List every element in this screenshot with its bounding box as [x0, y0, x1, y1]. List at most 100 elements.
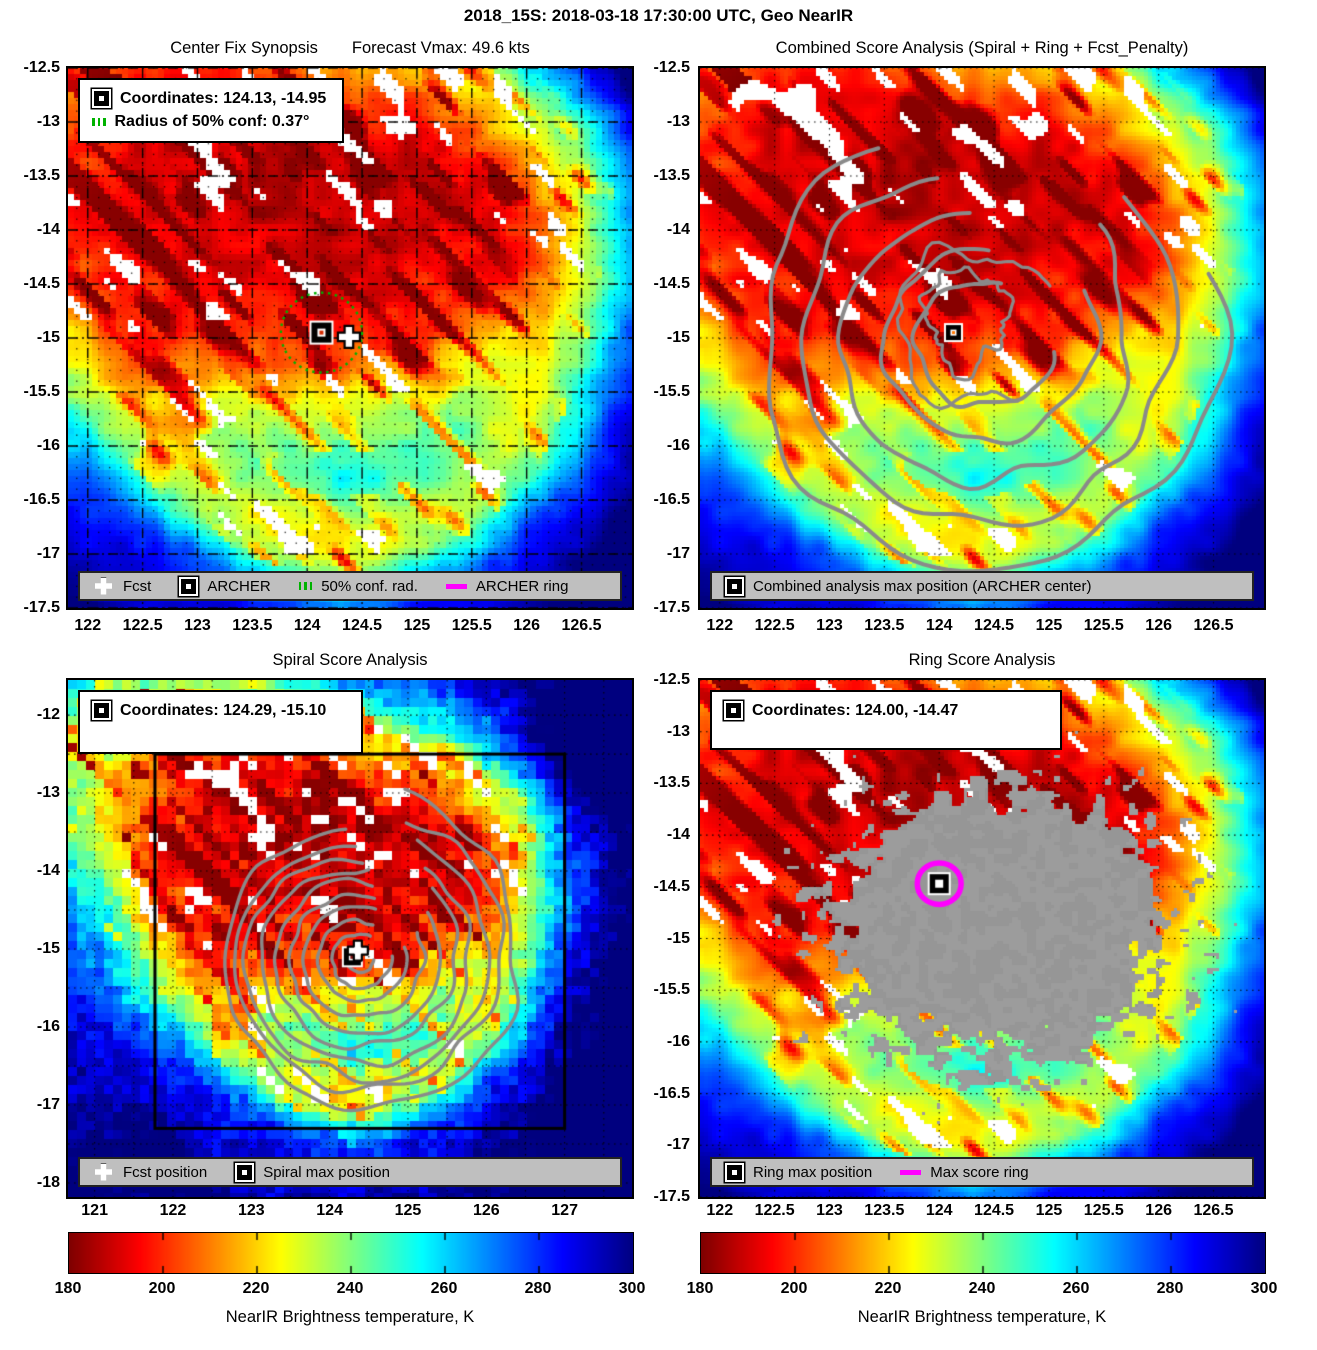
figure-title: 2018_15S: 2018-03-18 17:30:00 UTC, Geo N… — [463, 6, 854, 25]
x-tick-label: 125.5 — [1083, 1202, 1124, 1219]
x-tick-label: 125 — [1035, 617, 1063, 634]
ring-title-text: Ring Score Analysis — [908, 651, 1056, 669]
x-tick-label: 122 — [706, 1202, 734, 1219]
spiral-score-map — [66, 678, 634, 1199]
legend-label: ARCHER ring — [475, 577, 569, 595]
y-tick-label: -17.5 — [653, 1188, 690, 1205]
legend-item: Radius of 50% conf: 0.37° — [92, 113, 326, 131]
y-tick-label: -13 — [36, 784, 60, 802]
combined-score-map — [698, 66, 1266, 610]
y-tick-label: -14.5 — [23, 275, 60, 292]
x-tick-label: 123 — [816, 1202, 843, 1219]
legend-item: ARCHER ring — [445, 577, 569, 595]
center-fix-y-axis: -12.5 -13 -13.5 -14 -14.5 -15 -15.5 -16 -16.5 -17… — [4, 59, 62, 616]
y-tick-label: -16 — [666, 1032, 690, 1050]
legend-label: Fcst position — [123, 1163, 208, 1181]
spiral-y-axis: -12 -13 -14 -15 -16 -17 -18 — [4, 680, 62, 1197]
legend-item: Coordinates: 124.13, -14.95 — [92, 89, 326, 108]
x-tick-label: 123.5 — [864, 617, 905, 634]
legend-label: Combined analysis max position (ARCHER c… — [753, 577, 1092, 595]
legend-item: Ring max position — [725, 1162, 872, 1182]
legend-label: Coordinates: 124.29, -15.10 — [120, 701, 327, 719]
y-tick-label: -17 — [36, 545, 60, 562]
y-tick-label: -15.5 — [653, 981, 690, 999]
center-fix-legend-bar: Fcst ARCHER 50% conf. rad. ARCHER ring — [78, 571, 622, 601]
colorbar-tick-label: 280 — [1156, 1280, 1184, 1297]
cross-marker-icon — [93, 1162, 114, 1183]
ring-x-axis: 122 122.5 123 123.5 124 124.5 125 125.5 126 126.5 — [700, 1202, 1264, 1224]
legend-label: Fcst — [123, 577, 152, 595]
x-tick-label: 126.5 — [1193, 1202, 1234, 1219]
y-tick-label: -14.5 — [653, 877, 690, 895]
colorbar-tick-label: 200 — [780, 1280, 808, 1297]
legend-item: Spiral max position — [235, 1162, 390, 1182]
center-fix-title-text: Center Fix Synopsis — [170, 39, 318, 57]
center-fix-legend-box: Coordinates: 124.13, -14.95 Radius of 50%… — [78, 78, 345, 143]
legend-label: Coordinates: 124.00, -14.47 — [752, 701, 959, 719]
square-marker-icon — [725, 1162, 744, 1182]
y-tick-label: -17 — [36, 1095, 60, 1113]
ring-score-map — [698, 678, 1266, 1199]
y-tick-label: -12.5 — [653, 671, 690, 688]
legend-item: 50% conf. rad. — [298, 578, 418, 595]
x-tick-label: 124 — [293, 617, 321, 634]
y-tick-label: -16.5 — [23, 491, 60, 508]
legend-item: Combined analysis max position (ARCHER c… — [725, 576, 1092, 596]
y-tick-label: -12 — [36, 706, 60, 724]
y-tick-label: -13 — [666, 113, 690, 130]
x-tick-label: 122 — [706, 617, 734, 634]
square-marker-icon — [724, 701, 743, 720]
x-tick-label: 123.5 — [232, 617, 273, 634]
square-marker-icon — [179, 576, 199, 596]
y-tick-label: -16 — [36, 1018, 60, 1035]
colorbar-tick-label: 220 — [874, 1280, 902, 1297]
y-tick-label: -14 — [36, 221, 60, 238]
ring-legend-box: Coordinates: 124.00, -14.47 — [710, 690, 1062, 750]
colorbar-tick-label: 200 — [148, 1280, 176, 1297]
x-tick-label: 123 — [237, 1202, 265, 1219]
y-tick-label: -16.5 — [653, 1084, 690, 1102]
x-tick-label: 124 — [316, 1202, 343, 1219]
x-tick-label: 122.5 — [754, 1202, 795, 1219]
y-tick-label: -14 — [666, 826, 690, 844]
y-tick-label: -14 — [666, 221, 690, 238]
spiral-title-text: Spiral Score Analysis — [272, 651, 428, 669]
x-tick-label: 126 — [1145, 1202, 1173, 1219]
colorbar-tick-label: 240 — [968, 1280, 996, 1297]
ring-y-axis: -12.5 -13 -13.5 -14 -14.5 -15 -15.5 -16 -16.5 -17… — [634, 671, 692, 1205]
y-tick-label: -12.5 — [653, 59, 690, 76]
y-tick-label: -13.5 — [653, 774, 690, 792]
x-tick-label: 122 — [159, 1202, 187, 1219]
x-tick-label: 125 — [403, 617, 431, 634]
legend-label: Spiral max position — [263, 1163, 390, 1181]
square-marker-icon — [235, 1162, 255, 1182]
colorbar-tick-label: 240 — [336, 1280, 364, 1297]
colorbar-tick-label: 260 — [1062, 1280, 1090, 1297]
legend-label: Coordinates: 124.13, -14.95 — [120, 89, 327, 107]
combined-y-axis: -12.5 -13 -13.5 -14 -14.5 -15 -15.5 -16 -16.5 -17… — [634, 59, 692, 616]
colorbar-left-ticks: 180 200 220 240 260 280 300 — [55, 1280, 646, 1302]
legend-item: ARCHER — [179, 576, 271, 596]
magenta-line-icon — [445, 583, 467, 589]
colorbar-right-label: NearIR Brightness temperature, K — [857, 1308, 1107, 1326]
spiral-x-axis: 121 122 123 124 125 126 127 — [68, 1202, 632, 1224]
x-tick-label: 127 — [551, 1202, 578, 1219]
y-tick-label: -17.5 — [653, 599, 690, 616]
y-tick-label: -12.5 — [23, 59, 60, 76]
legend-item: Coordinates: 124.00, -14.47 — [724, 701, 1044, 720]
legend-item: Fcst position — [93, 1162, 207, 1183]
square-marker-icon — [92, 701, 111, 720]
y-tick-label: -18 — [36, 1173, 60, 1191]
panel-title-center-fix: Center Fix Synopsis Forecast Vmax: 49.6 … — [68, 32, 632, 58]
spiral-legend-box: Coordinates: 124.29, -15.10 — [78, 690, 363, 754]
colorbar-right-ticks: 180 200 220 240 260 280 300 — [687, 1280, 1278, 1302]
x-tick-label: 126.5 — [561, 617, 602, 634]
x-tick-label: 124 — [925, 617, 953, 634]
center-fix-x-axis: 122 122.5 123 123.5 124 124.5 125 125.5 126 126.5 — [68, 617, 632, 639]
y-tick-label: -14 — [36, 862, 60, 880]
colorbar-tick-label: 300 — [618, 1280, 646, 1297]
x-tick-label: 123.5 — [864, 1202, 905, 1219]
combined-title-text: Combined Score Analysis (Spiral + Ring +… — [775, 39, 1189, 57]
x-tick-label: 125.5 — [451, 617, 492, 634]
y-tick-label: -17.5 — [23, 599, 60, 616]
